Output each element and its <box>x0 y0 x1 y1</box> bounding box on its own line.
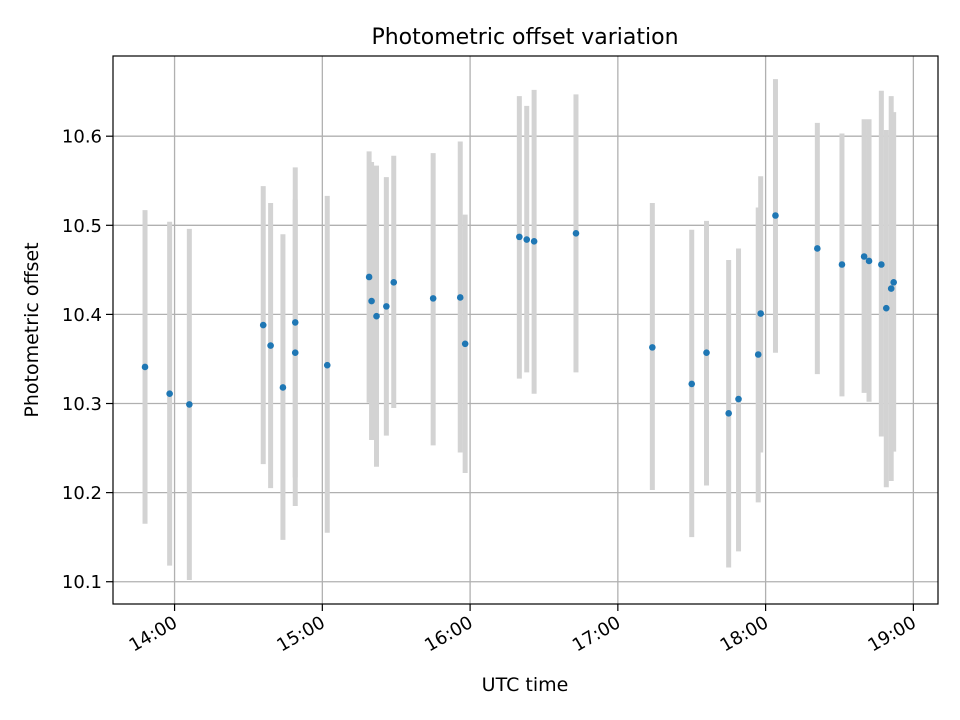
y-tick-label: 10.5 <box>62 216 102 237</box>
y-tick-label: 10.4 <box>62 305 102 326</box>
data-point <box>383 303 390 310</box>
data-point <box>456 294 464 301</box>
data-point <box>865 257 873 265</box>
data-point <box>516 233 523 241</box>
data-point <box>890 279 897 286</box>
data-point <box>530 238 538 245</box>
y-tick-label: 10.6 <box>62 127 102 148</box>
data-points <box>141 212 897 417</box>
data-point <box>735 395 742 403</box>
data-point <box>754 351 762 358</box>
y-axis: 10.1 10.2 10.3 10.4 10.5 10.6 <box>62 127 113 593</box>
y-tick-label: 10.1 <box>62 572 102 593</box>
data-point <box>461 340 469 348</box>
x-axis-label: UTC time <box>482 674 569 696</box>
data-point <box>291 319 299 326</box>
data-point <box>291 349 299 357</box>
data-point <box>166 390 173 398</box>
data-point <box>814 245 821 252</box>
data-point <box>279 384 287 391</box>
y-tick-label: 10.3 <box>62 394 102 415</box>
chart-title: Photometric offset variation <box>371 25 678 50</box>
data-point <box>882 304 890 312</box>
data-point <box>838 261 846 268</box>
data-point <box>523 236 531 243</box>
data-point <box>259 321 267 329</box>
data-point <box>368 297 375 305</box>
data-point <box>365 273 373 281</box>
data-point <box>141 363 149 371</box>
data-point <box>186 401 193 408</box>
data-point <box>267 342 274 349</box>
data-point <box>860 253 868 260</box>
y-tick-label: 10.2 <box>62 483 102 504</box>
data-point <box>323 361 331 369</box>
data-point <box>429 295 437 302</box>
data-point <box>887 285 895 292</box>
data-point <box>373 312 380 320</box>
data-point <box>572 230 580 237</box>
data-point <box>725 410 732 417</box>
data-point <box>390 279 398 286</box>
data-point <box>703 349 710 357</box>
data-point <box>878 261 885 268</box>
plot-frame <box>112 55 939 605</box>
data-point <box>649 344 656 351</box>
y-axis-label: Photometric offset <box>21 242 43 417</box>
data-point <box>688 380 696 388</box>
data-point <box>772 212 779 219</box>
data-point <box>757 310 764 317</box>
